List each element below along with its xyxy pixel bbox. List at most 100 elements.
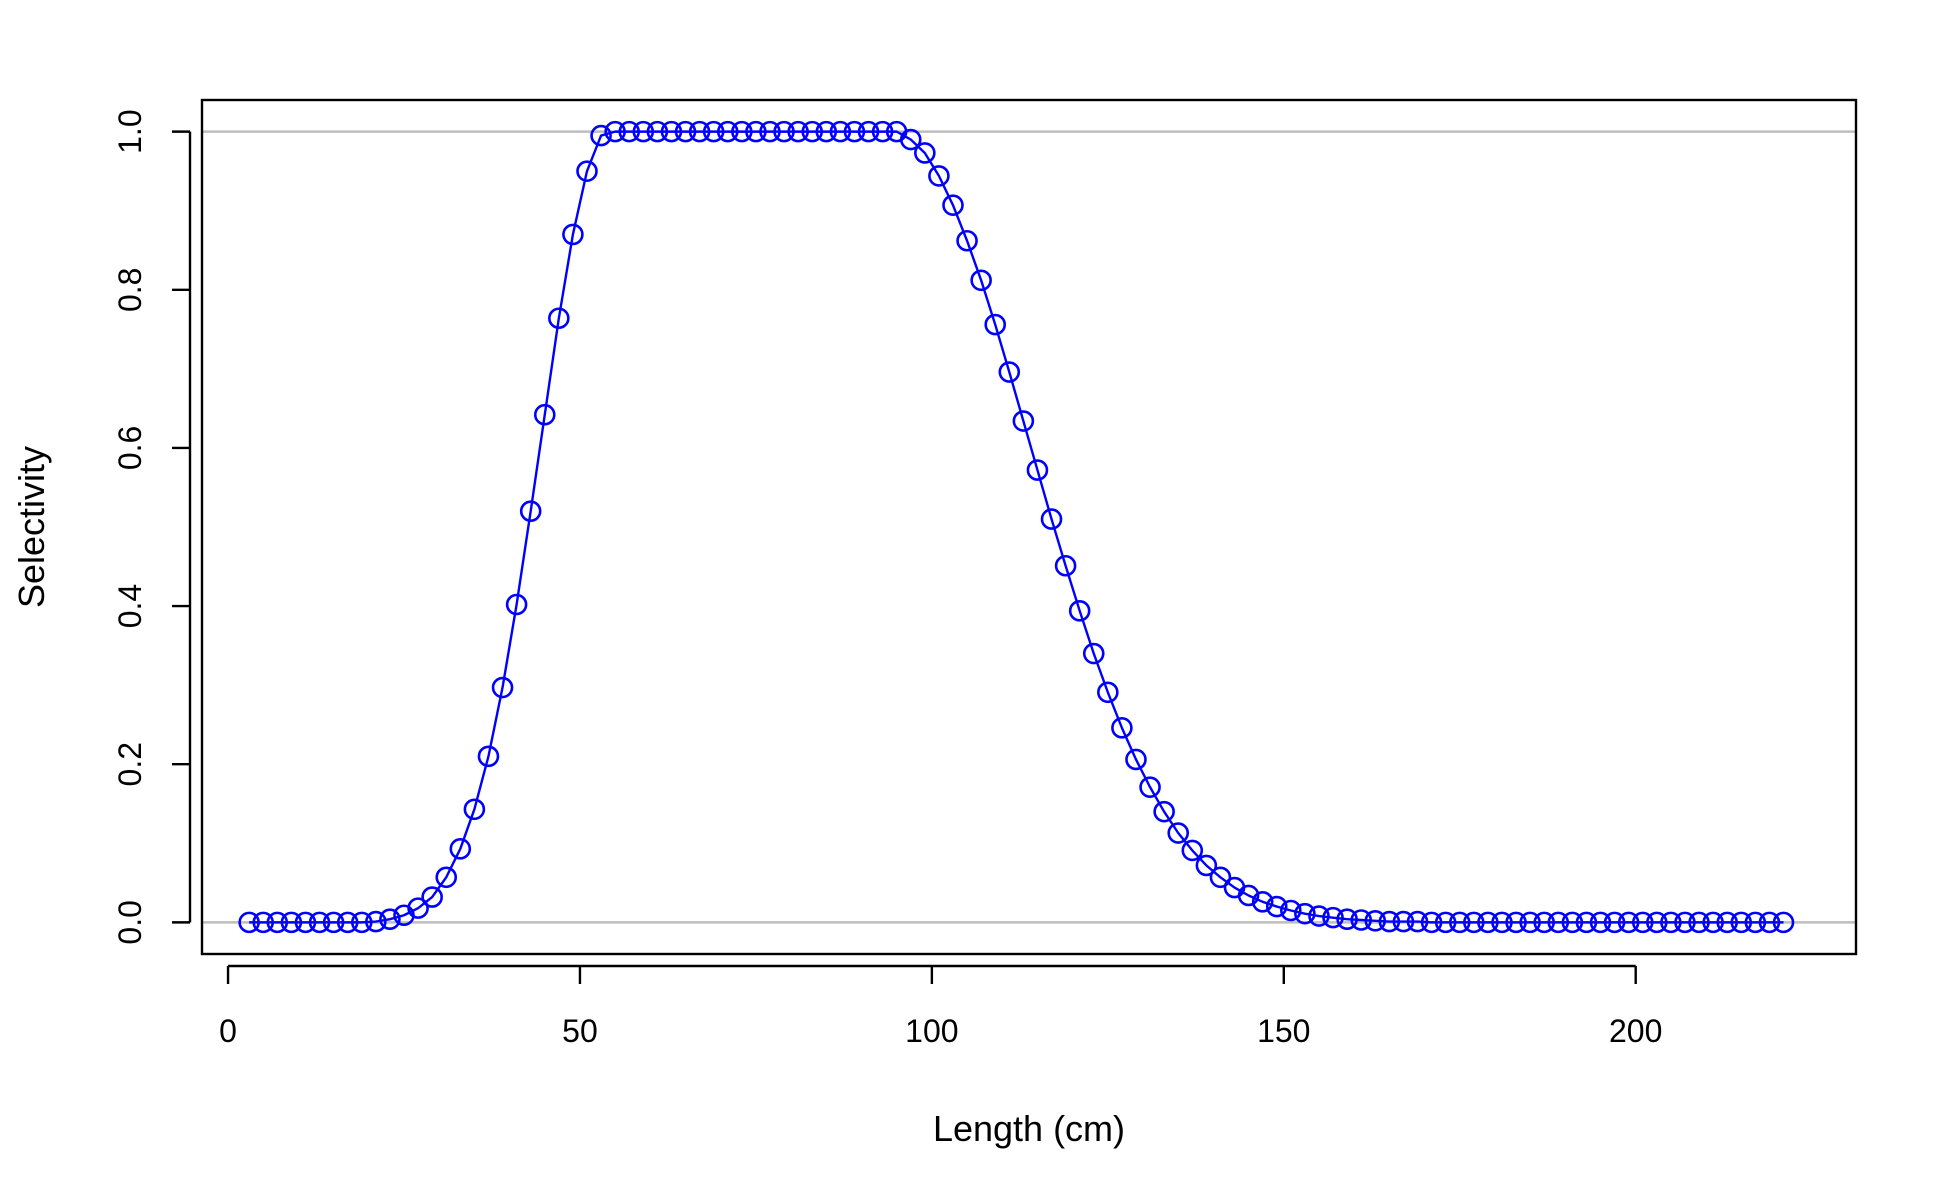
x-tick-label: 100	[905, 1013, 958, 1049]
data-point	[1561, 911, 1584, 934]
data-point	[745, 120, 767, 143]
data-point	[970, 269, 992, 292]
y-tick-label: 0.0	[112, 900, 148, 944]
data-point	[1674, 911, 1696, 934]
data-point	[702, 120, 725, 143]
data-point	[491, 676, 514, 699]
data-point	[1082, 642, 1105, 665]
data-point	[829, 120, 852, 143]
data-point	[1265, 895, 1288, 918]
data-point	[294, 911, 317, 934]
data-point	[1237, 884, 1260, 907]
y-axis-title: Selectivity	[11, 446, 52, 608]
y-axis: 0.0 0.2 0.4 0.6 0.8 1.0	[112, 109, 192, 945]
data-point	[998, 361, 1021, 383]
data-point	[928, 165, 950, 187]
data-point	[1322, 906, 1344, 929]
data-point	[1209, 866, 1232, 889]
data-point	[1420, 911, 1443, 934]
data-point	[759, 120, 781, 143]
data-point	[449, 838, 472, 860]
data-point	[336, 911, 359, 934]
data-point	[674, 120, 697, 143]
data-point	[1547, 911, 1570, 934]
data-point	[1603, 911, 1626, 934]
data-point	[942, 194, 964, 216]
x-axis: 0 50 100 150 200	[219, 964, 1662, 1049]
data-point	[857, 120, 880, 143]
y-tick-label: 0.4	[112, 584, 148, 628]
data-point	[1280, 899, 1302, 922]
x-tick-label: 0	[219, 1013, 237, 1049]
data-point	[1026, 459, 1049, 481]
plot-frame	[200, 98, 1858, 956]
data-point	[914, 142, 936, 164]
data-point	[350, 911, 373, 934]
data-point	[463, 798, 486, 821]
data-point	[1054, 554, 1077, 577]
data-point	[1040, 508, 1063, 530]
data-point	[1139, 776, 1161, 798]
data-point	[548, 307, 570, 330]
data-point	[632, 120, 655, 143]
data-point	[1758, 911, 1781, 934]
data-point	[1660, 911, 1682, 934]
data-point	[1251, 891, 1274, 913]
data-point	[280, 911, 303, 934]
data-point	[646, 120, 669, 143]
data-point	[899, 128, 922, 151]
data-point	[1294, 902, 1316, 925]
data-point	[1646, 911, 1668, 934]
data-point	[379, 908, 401, 931]
data-point	[1716, 911, 1738, 934]
data-point	[843, 120, 866, 143]
x-axis-title: Length (cm)	[933, 1108, 1125, 1149]
data-point	[1589, 911, 1612, 934]
data-point	[1519, 911, 1541, 934]
data-point	[421, 886, 443, 908]
data-point	[1097, 681, 1119, 704]
series-layer	[238, 120, 1795, 934]
data-point	[1772, 911, 1795, 934]
data-point	[660, 120, 683, 143]
data-point	[815, 120, 838, 143]
y-tick-label: 0.8	[112, 268, 148, 312]
data-point	[1434, 911, 1457, 934]
data-point	[1702, 911, 1724, 934]
y-tick-label: 0.6	[112, 426, 148, 470]
data-point	[716, 120, 739, 143]
data-point	[1336, 908, 1358, 931]
data-point	[533, 403, 556, 426]
data-point	[1181, 839, 1204, 862]
data-point	[1378, 910, 1401, 933]
data-point	[1308, 905, 1330, 927]
x-tick-label: 50	[562, 1013, 598, 1049]
data-point	[604, 120, 626, 143]
data-point	[435, 866, 458, 889]
data-point	[252, 911, 275, 934]
data-point	[1505, 911, 1527, 934]
data-point	[1730, 911, 1753, 934]
data-point	[1350, 909, 1373, 931]
data-point	[1012, 410, 1035, 432]
data-point	[365, 910, 387, 933]
data-point	[1744, 911, 1767, 934]
data-point	[1125, 748, 1147, 771]
series-line	[249, 130, 1784, 924]
data-point	[1463, 911, 1485, 934]
data-point	[562, 223, 584, 246]
data-point	[984, 313, 1007, 336]
data-point	[618, 120, 641, 143]
data-point	[731, 120, 753, 143]
data-point	[1575, 911, 1598, 934]
data-point	[801, 120, 824, 143]
data-point	[477, 745, 500, 768]
data-point	[308, 911, 331, 934]
data-point	[1448, 911, 1471, 934]
data-point	[1477, 911, 1499, 934]
data-point	[1068, 600, 1091, 622]
data-point	[773, 120, 795, 143]
data-point	[871, 120, 894, 143]
